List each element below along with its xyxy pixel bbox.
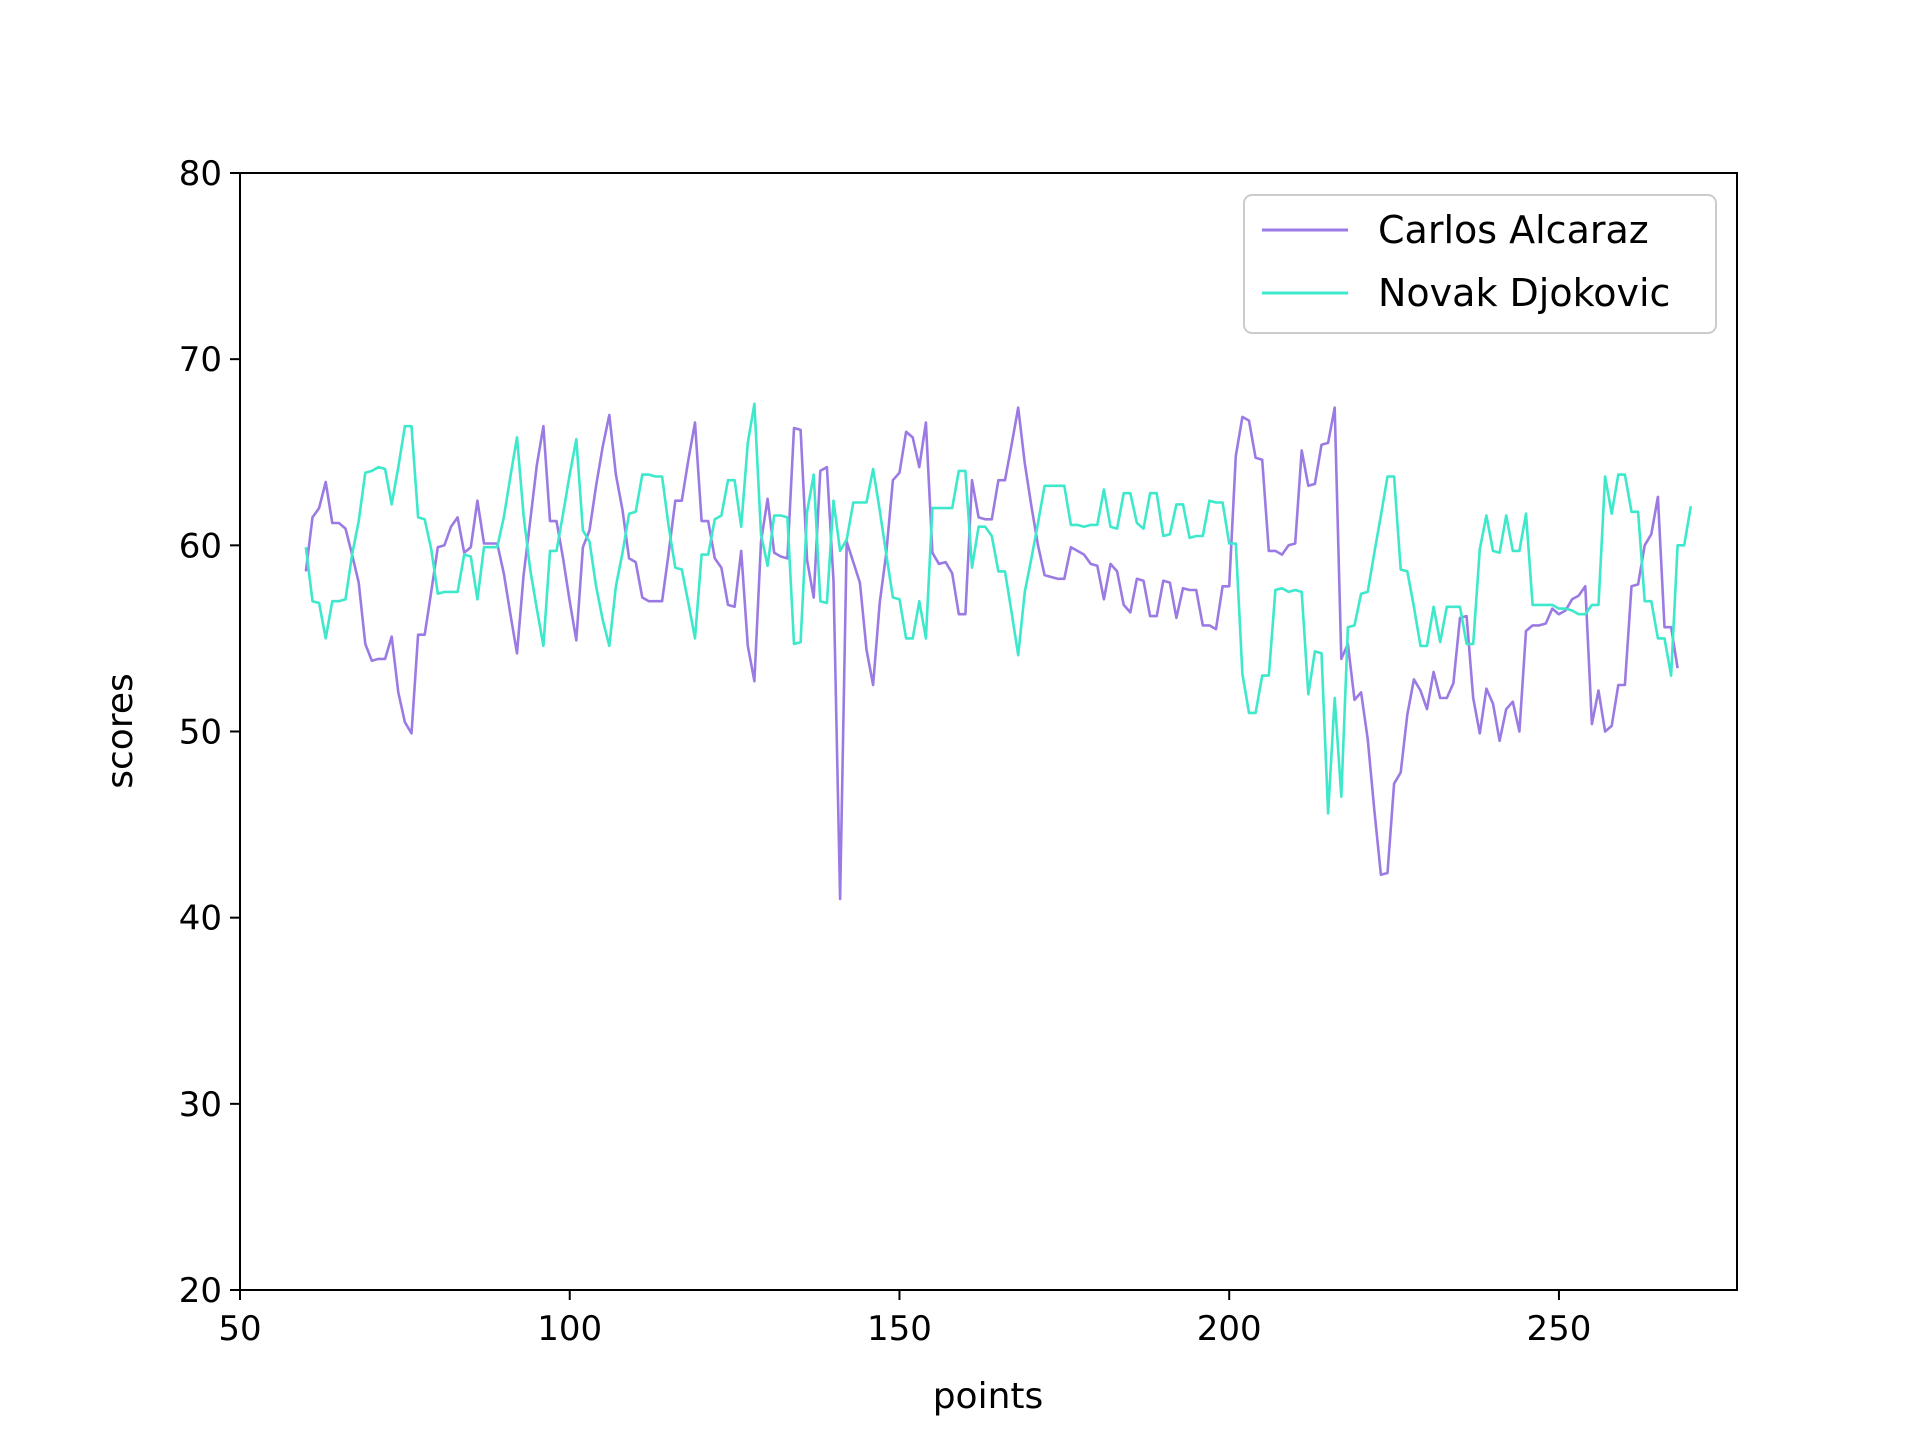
y-tick-label: 70: [179, 340, 222, 380]
y-tick-label: 20: [179, 1271, 222, 1311]
legend-box: [1243, 194, 1717, 334]
x-tick-label: 50: [218, 1309, 261, 1349]
y-axis-ticks: 20 30 40 50 60 70 80: [179, 154, 240, 1311]
x-tick-label: 100: [537, 1309, 602, 1349]
legend: Carlos Alcaraz Novak Djokovic: [1243, 194, 1717, 334]
y-tick-label: 60: [179, 526, 222, 566]
legend-label-novak-djokovic: Novak Djokovic: [1378, 271, 1670, 315]
y-tick-label: 80: [179, 154, 222, 194]
x-axis-ticks: 50 100 150 200 250: [218, 1290, 1591, 1349]
y-tick-label: 40: [179, 899, 222, 939]
legend-label-carlos-alcaraz: Carlos Alcaraz: [1378, 208, 1649, 252]
x-tick-label: 250: [1526, 1309, 1591, 1349]
x-tick-label: 150: [867, 1309, 932, 1349]
x-axis-label: points: [933, 1376, 1044, 1417]
y-axis-label: scores: [100, 673, 141, 789]
y-tick-label: 50: [179, 713, 222, 753]
series-line-carlos-alcaraz: [304, 406, 1679, 901]
y-tick-label: 30: [179, 1085, 222, 1125]
series-line-novak-djokovic: [304, 402, 1693, 815]
series-layer: [304, 402, 1693, 901]
x-tick-label: 200: [1197, 1309, 1262, 1349]
